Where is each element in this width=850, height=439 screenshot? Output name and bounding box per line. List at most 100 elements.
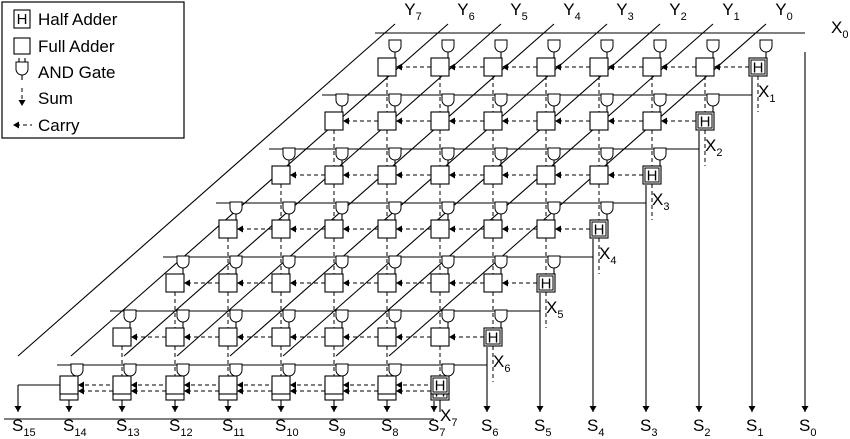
sum-output-label-s1: S1 [746, 416, 763, 439]
and-gate-legend-icon [15, 58, 29, 80]
sum-output-arrow [65, 406, 73, 412]
and-gate-r5c6 [441, 309, 455, 323]
sum-output-label-s13: S13 [116, 416, 140, 439]
and-gate-r2c6 [600, 147, 614, 161]
sum-output-arrow [118, 406, 126, 412]
half-adder-inner [538, 275, 554, 291]
carry-arrow [343, 279, 349, 287]
sum-output-arrow [483, 406, 491, 412]
half-adder-glyph: H [488, 330, 499, 347]
carry-arrow [184, 279, 190, 287]
and-gate-r1c0 [335, 93, 349, 107]
carry-arrow [449, 225, 455, 233]
x-input-label-0: X0 [831, 18, 848, 41]
carry-arrow [396, 387, 402, 395]
carry-arrow [714, 63, 720, 71]
y-input-wire-3 [229, 23, 608, 357]
carry-arrow [555, 63, 561, 71]
final-half-adder-inner [432, 377, 448, 393]
sum-output-arrow [383, 406, 391, 412]
x-input-label-1: X1 [758, 82, 775, 105]
full-adder-r3c2 [324, 219, 344, 239]
carry-arrow [237, 279, 243, 287]
carry-arrow [396, 225, 402, 233]
full-adder-r4c0 [165, 273, 185, 293]
sum-output-label-s5: S5 [534, 416, 551, 439]
sum-output-label-s14: S14 [63, 416, 87, 439]
full-adder-r3c3 [377, 219, 397, 239]
sum-output-label-s6: S6 [481, 416, 498, 439]
carry-arrow [449, 117, 455, 125]
final-half-adder-glyph: H [435, 378, 446, 395]
full-adder-r4c1 [218, 273, 238, 293]
carry-arrow [237, 225, 243, 233]
full-adder-r3c1 [271, 219, 291, 239]
legend-frame [1, 1, 185, 139]
half-adder-glyph: H [541, 276, 552, 293]
y-input-label-7: Y7 [404, 0, 421, 23]
y-input-label-0: Y0 [775, 0, 792, 23]
final-carry-arrow [184, 381, 190, 389]
and-gate-r4c4 [388, 255, 402, 269]
and-gate-r1c5 [600, 93, 614, 107]
final-full-adder-1 [112, 375, 132, 395]
full-adder-r4c4 [377, 273, 397, 293]
and-gate-r3c2 [335, 201, 349, 215]
sum-output-label-s10: S10 [275, 416, 299, 439]
and-gate-r4c7 [547, 255, 561, 269]
carry-arrow [661, 63, 667, 71]
and-gate-r3c5 [494, 201, 508, 215]
and-gate-r5c1 [176, 309, 190, 323]
and-gate-r0c5 [653, 39, 667, 53]
full-adder-r1c6 [642, 111, 662, 131]
final-full-adder-7 [430, 375, 450, 395]
full-adder-r0c2 [483, 57, 503, 77]
and-gate-r0c3 [547, 39, 561, 53]
y-input-label-2: Y2 [669, 0, 686, 23]
legend-full-adder-label: Full Adder [38, 37, 115, 56]
full-adder-r5c3 [271, 327, 291, 347]
and-gate-r1c2 [441, 93, 455, 107]
sum-output-label-s4: S4 [587, 416, 604, 439]
full-adder-r3c5 [483, 219, 503, 239]
and-gate-r3c3 [388, 201, 402, 215]
and-gate-r3c0 [229, 201, 243, 215]
carry-arrow [290, 333, 296, 341]
carry-arrow [502, 63, 508, 71]
and-gate-r5c5 [388, 309, 402, 323]
sum-output-arrow [589, 406, 597, 412]
legend-sum-label: Sum [38, 89, 73, 108]
and-gate-r0c4 [600, 39, 614, 53]
components-layer: HHHHHHHH [14, 39, 809, 412]
full-adder-r2c0 [271, 165, 291, 185]
and-gate-r0c6 [706, 39, 720, 53]
carry-arrow [343, 171, 349, 179]
and-gate-r3c4 [441, 201, 455, 215]
carry-arrow [343, 225, 349, 233]
y-input-wire-7 [17, 23, 396, 357]
carry-arrow [449, 171, 455, 179]
y-input-wire-0 [388, 23, 767, 357]
sum-output-arrow [695, 406, 703, 412]
carry-arrow [343, 333, 349, 341]
sum-output-label-s9: S9 [328, 416, 345, 439]
x-input-label-7: X7 [440, 406, 457, 429]
sum-output-label-s0: S0 [799, 416, 816, 439]
half-adder-inner [750, 59, 766, 75]
and-gate-r0c2 [494, 39, 508, 53]
full-adder-r4c3 [324, 273, 344, 293]
carry-arrow [396, 171, 402, 179]
sum-output-label-s12: S12 [169, 416, 193, 439]
and-gate-r5c2 [229, 309, 243, 323]
and-gate-r3c7 [600, 201, 614, 215]
carry-arrow [131, 387, 137, 395]
carry-arrow [608, 63, 614, 71]
half-adder-legend-glyph: H [17, 11, 28, 28]
full-adder-r5c5 [377, 327, 397, 347]
full-adder-r5c0 [112, 327, 132, 347]
full-adder-r0c4 [589, 57, 609, 77]
and-gate-r2c1 [335, 147, 349, 161]
final-full-adder-5 [324, 375, 344, 395]
carry-arrow [396, 63, 402, 71]
y-input-wire-1 [335, 23, 714, 357]
